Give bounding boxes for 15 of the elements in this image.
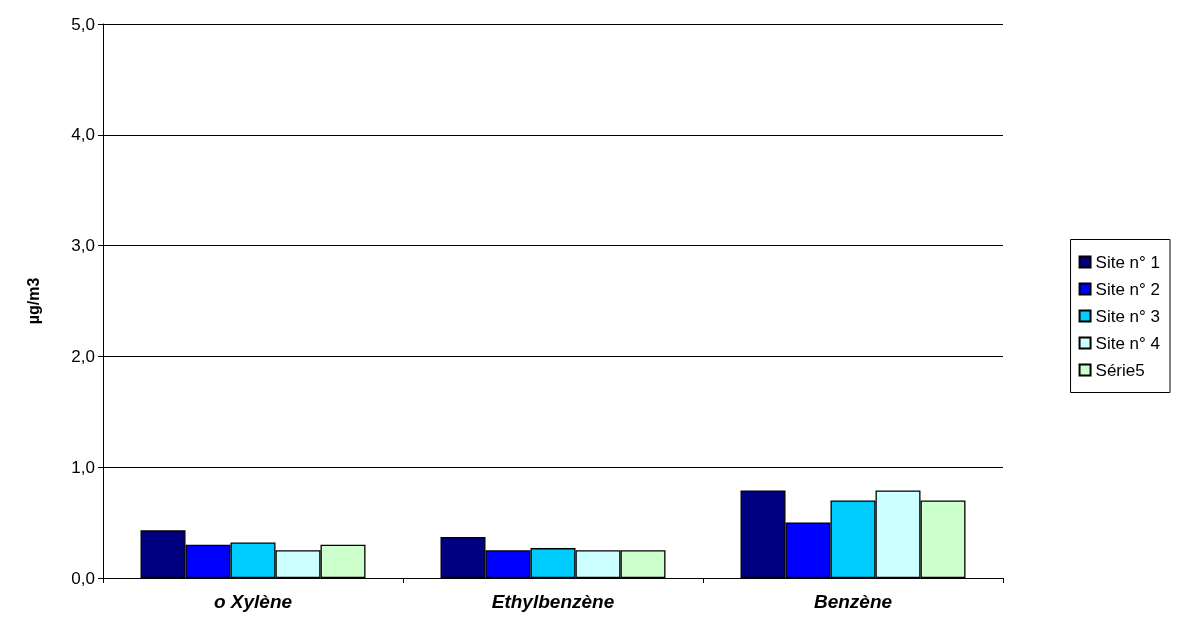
y-tick-label: 0,0 [71,568,95,588]
y-tick-label: 1,0 [71,457,95,477]
x-tick-label: Benzène [813,591,893,612]
legend-label: Série5 [1095,360,1145,380]
legend-label: Site n° 1 [1095,252,1161,272]
legend-label: Site n° 3 [1095,306,1161,326]
legend-label: Site n° 4 [1095,333,1161,353]
y-tick-label: 4,0 [71,125,95,145]
y-tick-label: 3,0 [71,236,95,256]
y-tick-label: 5,0 [71,14,95,34]
y-axis-title: µg/m3 [24,277,42,325]
x-tick-label: Ethylbenzène [491,591,615,612]
x-tick-label: o Xylène [213,591,293,612]
legend-label: Site n° 2 [1095,279,1161,299]
y-tick-label: 2,0 [71,346,95,366]
